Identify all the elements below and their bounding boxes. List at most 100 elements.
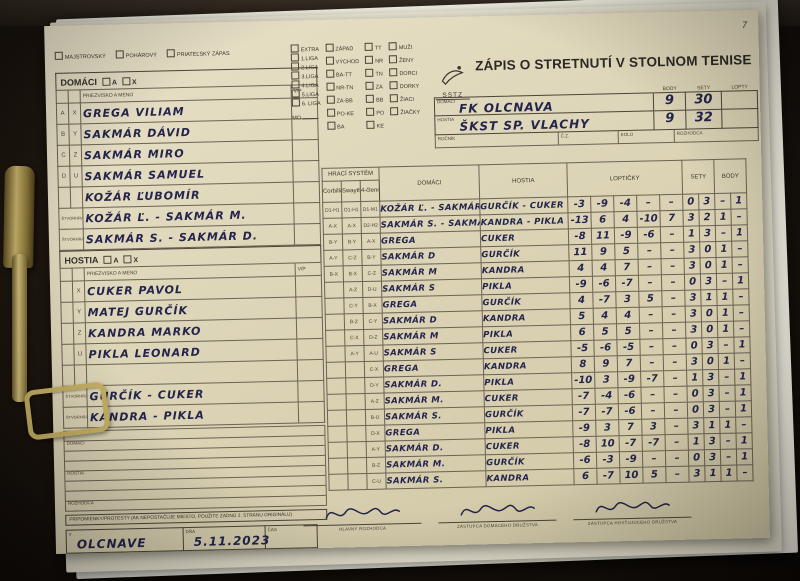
- sys-code-cell: A-Z: [365, 393, 385, 410]
- point-score-cell: –: [715, 225, 732, 242]
- point-score-cell: 1: [715, 209, 732, 226]
- set-score-cell: 3: [684, 257, 701, 275]
- match-type-option: MAJSTROVSKÝ: [54, 51, 106, 61]
- vp-cell: [293, 181, 320, 204]
- ball-score-cell: -7: [642, 434, 666, 452]
- form-title: ZÁPIS O STRETNUTÍ V STOLNOM TENISE: [474, 52, 752, 74]
- ball-score-cell: –: [637, 242, 662, 260]
- set-score-cell: 3: [703, 385, 720, 402]
- player-letter-cell: C: [57, 145, 70, 167]
- point-score-cell: 1: [716, 289, 734, 306]
- sys-code-cell: [325, 329, 345, 347]
- player-letter-cell: X: [68, 102, 81, 125]
- hostia-label: HOSTIA: [437, 116, 455, 123]
- clipboard-clip-head: [3, 165, 35, 269]
- sys-code-cell: A-X: [361, 233, 381, 250]
- ball-score-cell: 10: [619, 467, 644, 484]
- ball-score-cell: –: [664, 402, 688, 419]
- sys-code-cell: [327, 393, 347, 411]
- sys-code-cell: [326, 377, 347, 395]
- set-score-cell: 0: [687, 401, 704, 419]
- player-letter-cell: [60, 302, 74, 324]
- league-option: PO: [366, 107, 384, 117]
- rocnik-label: ROČNÍK: [437, 135, 456, 142]
- set-score-cell: 0: [701, 305, 718, 322]
- sys-code-cell: [346, 409, 366, 426]
- point-score-cell: –: [719, 401, 736, 418]
- ball-score-cell: -4: [613, 195, 637, 212]
- set-score-cell: 0: [687, 385, 704, 403]
- sys-code-cell: [347, 473, 368, 490]
- set-score-cell: 3: [700, 273, 717, 290]
- point-score-cell: 1: [715, 241, 733, 258]
- ball-score-cell: 4: [569, 260, 593, 277]
- set-score-cell: 1: [703, 417, 721, 434]
- ball-score-cell: -7: [572, 404, 596, 421]
- sys-code-cell: D-Z: [363, 329, 383, 346]
- checkbox-icon: [365, 81, 374, 90]
- league-option: VÝCHOD: [325, 56, 359, 66]
- signature-block: ZÁSTUPCA DOMÁCEHO DRUŽSTVA: [438, 497, 557, 530]
- rozhodca-label: ROZHODCA: [676, 130, 703, 136]
- lopticky-column-header: LOPTIČKY: [566, 160, 683, 197]
- sys-code-cell: [328, 457, 348, 475]
- sys-code-cell: A-U: [363, 345, 384, 362]
- ball-score-cell: –: [638, 258, 662, 276]
- vp-cell: [295, 296, 323, 319]
- point-score-cell: 1: [716, 257, 733, 274]
- sys-code-cell: [347, 441, 367, 458]
- match-type-label: MAJSTROVSKÝ: [64, 53, 106, 61]
- set-score-cell: 1: [688, 433, 705, 451]
- sys-code-cell: B-Y: [323, 233, 343, 251]
- sys-code-cell: B-X: [362, 297, 383, 314]
- set-score-cell: 3: [701, 337, 719, 354]
- ball-score-cell: -7: [592, 291, 617, 309]
- point-score-cell: 1: [717, 305, 734, 322]
- ball-score-cell: 7: [659, 210, 684, 227]
- checkbox-icon: [325, 69, 335, 78]
- set-score-cell: 3: [702, 369, 720, 386]
- set-score-cell: 0: [688, 449, 705, 467]
- set-score-cell: 1: [704, 465, 722, 482]
- scoresheet-paper: MAJSTROVSKÝ POHÁROVÝ PRIATEĽSKÝ ZÁPAS DO…: [44, 9, 770, 555]
- league-checkboxes: EXTRA 1.LIGA 2.LIGA 3.LIGA 4.LIGA 5.LIGA 6. LI…: [290, 41, 451, 132]
- ball-score-cell: –: [636, 194, 660, 212]
- set-score-cell: 0: [684, 273, 701, 291]
- ball-score-cell: –: [642, 450, 666, 468]
- sstz-logo-icon: [441, 65, 464, 85]
- set-score-cell: 0: [700, 257, 717, 274]
- sys-code-cell: [325, 345, 346, 363]
- system-col-3: 4-členné družstvá: [360, 180, 380, 202]
- player-letter-cell: [61, 344, 75, 366]
- place-value: OLCNAVE: [76, 535, 147, 552]
- ball-score-cell: -3: [567, 196, 591, 213]
- hostia-body-value: 9: [654, 110, 687, 131]
- checkbox-icon: [389, 81, 398, 90]
- checkbox-icon: [325, 56, 334, 65]
- point-score-cell: 1: [730, 192, 748, 210]
- vp-column-header: V/P: [295, 262, 322, 277]
- hostia-sety-value: 32: [686, 109, 723, 130]
- match-type-label: POHÁROVÝ: [125, 52, 158, 60]
- ball-score-cell: -8: [568, 228, 592, 245]
- ball-score-cell: -9: [572, 420, 597, 437]
- ball-score-cell: –: [665, 434, 689, 451]
- match-table-header: HRACÍ SYSTÉM DOMÁCI HOSTIA LOPTIČKY SETY…: [321, 158, 747, 202]
- vp-cell: [292, 139, 319, 162]
- sys-code-cell: A-Y: [366, 441, 386, 458]
- sys-code-cell: B-Y: [361, 249, 382, 266]
- sys-code-cell: C-Z: [362, 265, 382, 282]
- ball-score-cell: –: [663, 370, 688, 387]
- ball-score-cell: 3: [615, 291, 640, 308]
- set-score-cell: 3: [684, 289, 702, 307]
- sstz-logo: SSTZ: [435, 65, 470, 101]
- signature-block: ZÁSTUPCA HOSŤUJÚCEHO DRUŽSTVA: [573, 494, 692, 527]
- sys-code-cell: C-X: [344, 329, 364, 346]
- ball-score-cell: 7: [615, 259, 639, 276]
- player-letter-cell: [60, 281, 73, 303]
- ball-score-cell: 4: [616, 307, 640, 324]
- point-score-cell: –: [732, 256, 749, 274]
- match-type-option: POHÁROVÝ: [115, 50, 158, 60]
- point-score-cell: –: [734, 352, 751, 370]
